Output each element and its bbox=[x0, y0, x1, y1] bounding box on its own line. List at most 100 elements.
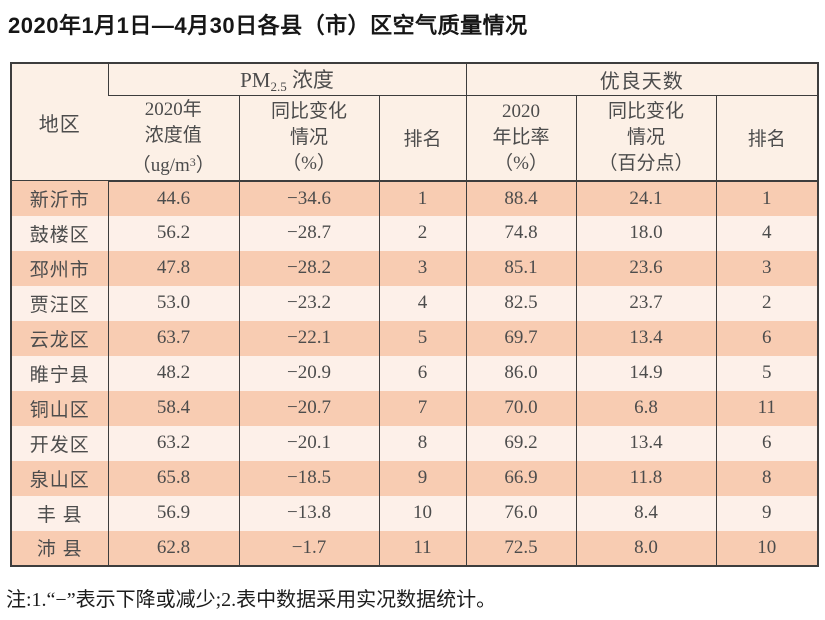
cell-good-rank: 6 bbox=[715, 425, 819, 461]
header-line: （ug/m3） bbox=[108, 149, 239, 179]
cell-pm-change: −22.1 bbox=[238, 320, 379, 356]
table-row: 新沂市 44.6 −34.6 1 88.4 24.1 1 bbox=[11, 180, 819, 216]
cell-pm-change: −20.7 bbox=[238, 390, 379, 426]
table-row: 睢宁县 48.2 −20.9 6 86.0 14.9 5 bbox=[11, 355, 819, 391]
cell-good-rank: 11 bbox=[715, 390, 819, 426]
header-line: 2020年 bbox=[144, 98, 202, 120]
cell-pm-rank: 7 bbox=[378, 390, 467, 426]
header-line: 浓度值 bbox=[144, 124, 202, 146]
header-pm25-group: PM2.5 浓度 bbox=[107, 63, 467, 96]
cell-pm-rank: 8 bbox=[378, 425, 467, 461]
cell-good-ratio: 76.0 bbox=[465, 495, 577, 531]
header-line: 情况 bbox=[289, 126, 328, 148]
header-good-rank: 排名 bbox=[715, 95, 819, 182]
cell-good-ratio: 69.2 bbox=[465, 425, 577, 461]
cell-pm-value: 56.2 bbox=[107, 215, 239, 251]
header-line: （%） bbox=[494, 152, 548, 174]
cell-good-ratio: 82.5 bbox=[465, 285, 577, 321]
cell-pm-value: 63.7 bbox=[107, 320, 239, 356]
pm-label: PM bbox=[240, 68, 271, 92]
cell-region: 邳州市 bbox=[11, 250, 108, 286]
air-quality-table: 地区 PM2.5 浓度 优良天数 2020年 浓度值 （ug/m3） 同比变化 … bbox=[10, 62, 820, 567]
cell-good-change: 13.4 bbox=[575, 425, 717, 461]
table-header: 地区 PM2.5 浓度 优良天数 2020年 浓度值 （ug/m3） 同比变化 … bbox=[11, 63, 819, 182]
cell-pm-value: 58.4 bbox=[107, 390, 239, 426]
cell-pm-value: 62.8 bbox=[107, 530, 239, 566]
cell-pm-rank: 6 bbox=[378, 355, 467, 391]
cell-good-rank: 9 bbox=[715, 495, 819, 531]
cell-good-change: 14.9 bbox=[575, 355, 717, 391]
cell-region: 开发区 bbox=[11, 425, 108, 461]
header-good-ratio: 2020 年比率 （%） bbox=[465, 95, 577, 182]
cell-good-rank: 2 bbox=[715, 285, 819, 321]
table-row: 鼓楼区 56.2 −28.7 2 74.8 18.0 4 bbox=[11, 215, 819, 251]
cell-pm-value: 65.8 bbox=[107, 460, 239, 496]
header-good-change: 同比变化 情况 （百分点） bbox=[575, 95, 717, 182]
cell-pm-rank: 9 bbox=[378, 460, 467, 496]
header-line: （%） bbox=[282, 152, 336, 174]
cell-pm-rank: 4 bbox=[378, 285, 467, 321]
header-line: 同比变化 bbox=[608, 100, 685, 122]
cell-good-change: 8.4 bbox=[575, 495, 717, 531]
cell-good-rank: 10 bbox=[715, 530, 819, 566]
cell-pm-change: −20.9 bbox=[238, 355, 379, 391]
table-row: 泉山区 65.8 −18.5 9 66.9 11.8 8 bbox=[11, 460, 819, 496]
cell-pm-change: −34.6 bbox=[238, 180, 379, 216]
cell-good-rank: 6 bbox=[715, 320, 819, 356]
cell-region: 铜山区 bbox=[11, 390, 108, 426]
cell-pm-rank: 11 bbox=[378, 530, 467, 566]
cell-region: 鼓楼区 bbox=[11, 215, 108, 251]
cell-pm-value: 44.6 bbox=[107, 180, 239, 216]
cell-good-change: 8.0 bbox=[575, 530, 717, 566]
cell-pm-change: −28.7 bbox=[238, 215, 379, 251]
cell-good-ratio: 85.1 bbox=[465, 250, 577, 286]
unit-prefix: （ug/m bbox=[131, 154, 190, 176]
cell-good-ratio: 72.5 bbox=[465, 530, 577, 566]
cell-good-change: 6.8 bbox=[575, 390, 717, 426]
table-row: 邳州市 47.8 −28.2 3 85.1 23.6 3 bbox=[11, 250, 819, 286]
cell-pm-rank: 10 bbox=[378, 495, 467, 531]
table-body: 新沂市 44.6 −34.6 1 88.4 24.1 1 鼓楼区 56.2 −2… bbox=[11, 180, 819, 566]
cell-good-change: 18.0 bbox=[575, 215, 717, 251]
cell-pm-change: −28.2 bbox=[238, 250, 379, 286]
header-pm-value: 2020年 浓度值 （ug/m3） bbox=[108, 95, 239, 182]
pm-concentration-label: 浓度 bbox=[286, 68, 334, 92]
header-group-row: 地区 PM2.5 浓度 优良天数 bbox=[11, 63, 819, 181]
header-sub-row: 2020年 浓度值 （ug/m3） 同比变化 情况 （%） 排名 2020 年比… bbox=[11, 95, 819, 182]
cell-pm-change: −23.2 bbox=[238, 285, 379, 321]
cell-region: 泉山区 bbox=[11, 460, 108, 496]
header-pm-rank: 排名 bbox=[378, 95, 467, 182]
cell-pm-change: −20.1 bbox=[238, 425, 379, 461]
cell-good-ratio: 86.0 bbox=[465, 355, 577, 391]
cell-region: 云龙区 bbox=[11, 320, 108, 356]
cell-pm-value: 53.0 bbox=[107, 285, 239, 321]
table-row: 开发区 63.2 −20.1 8 69.2 13.4 6 bbox=[11, 425, 819, 461]
cell-pm-value: 48.2 bbox=[107, 355, 239, 391]
cell-pm-rank: 2 bbox=[378, 215, 467, 251]
cell-good-change: 23.7 bbox=[575, 285, 717, 321]
cube-superscript: 3 bbox=[189, 154, 196, 169]
cell-region: 沛 县 bbox=[11, 530, 108, 566]
cell-good-rank: 1 bbox=[715, 180, 819, 216]
cell-pm-value: 47.8 bbox=[107, 250, 239, 286]
cell-pm-value: 63.2 bbox=[107, 425, 239, 461]
pm-subscript: 2.5 bbox=[270, 79, 287, 94]
cell-region: 丰 县 bbox=[11, 495, 108, 531]
cell-pm-change: −13.8 bbox=[238, 495, 379, 531]
cell-good-ratio: 66.9 bbox=[465, 460, 577, 496]
table-row: 贾汪区 53.0 −23.2 4 82.5 23.7 2 bbox=[11, 285, 819, 321]
header-line: （百分点） bbox=[598, 152, 694, 174]
cell-good-rank: 5 bbox=[715, 355, 819, 391]
cell-good-rank: 3 bbox=[715, 250, 819, 286]
cell-good-ratio: 69.7 bbox=[465, 320, 577, 356]
cell-pm-rank: 1 bbox=[378, 180, 467, 216]
cell-pm-rank: 3 bbox=[378, 250, 467, 286]
cell-good-ratio: 70.0 bbox=[465, 390, 577, 426]
cell-good-change: 13.4 bbox=[575, 320, 717, 356]
footnote: 注:1.“−”表示下降或减少;2.表中数据采用实况数据统计。 bbox=[6, 589, 497, 611]
cell-pm-rank: 5 bbox=[378, 320, 467, 356]
page-title: 2020年1月1日—4月30日各县（市）区空气质量情况 bbox=[8, 13, 528, 38]
cell-region: 新沂市 bbox=[11, 180, 108, 216]
cell-good-change: 11.8 bbox=[575, 460, 717, 496]
